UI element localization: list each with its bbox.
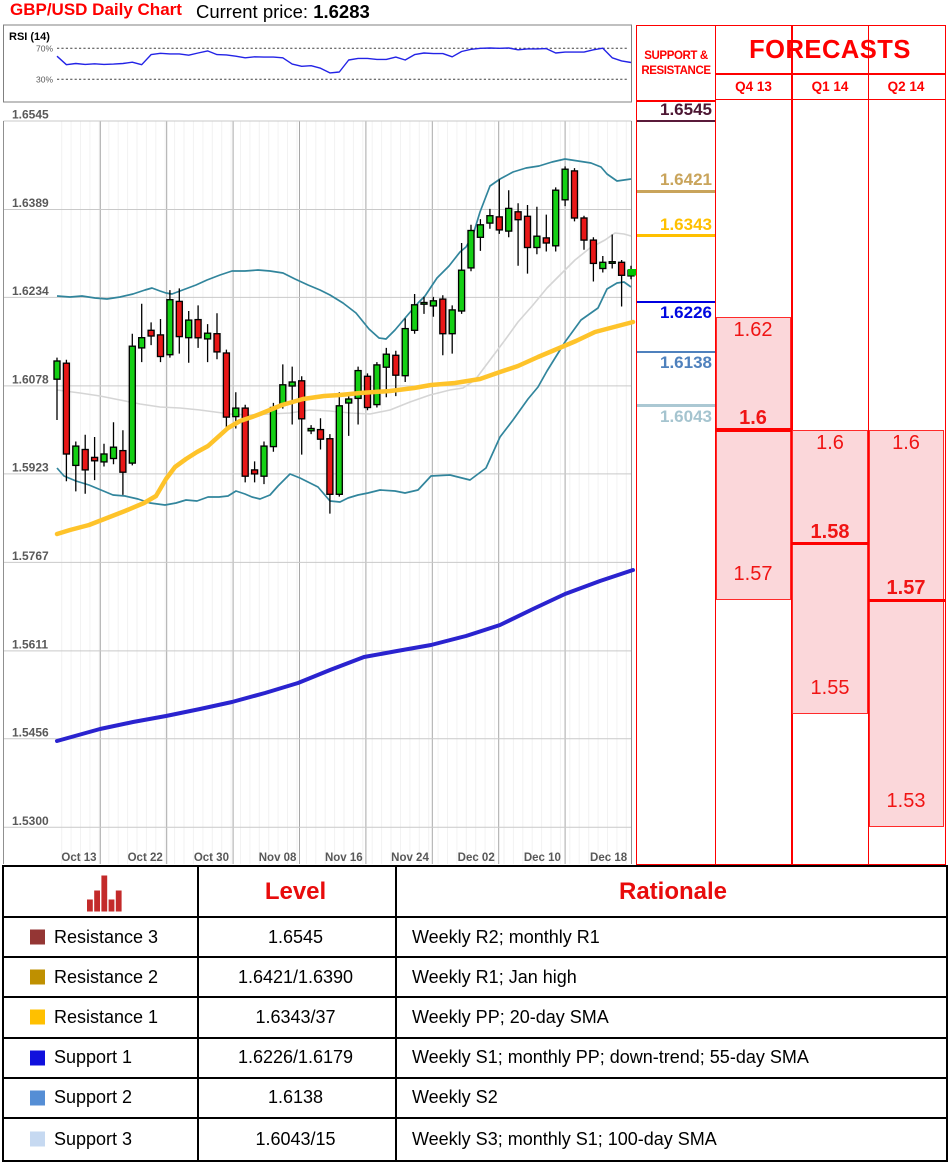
svg-text:1.6234: 1.6234 bbox=[12, 284, 49, 298]
svg-text:1.5767: 1.5767 bbox=[12, 549, 49, 563]
svg-text:Dec 18: Dec 18 bbox=[590, 852, 628, 864]
svg-text:1.6078: 1.6078 bbox=[12, 372, 49, 386]
svg-text:1.5300: 1.5300 bbox=[12, 814, 49, 828]
svg-text:30%: 30% bbox=[36, 75, 53, 85]
svg-text:Oct 13: Oct 13 bbox=[61, 852, 96, 864]
svg-text:Nov 08: Nov 08 bbox=[259, 852, 297, 864]
svg-text:RSI (14): RSI (14) bbox=[9, 31, 50, 43]
svg-text:1.6389: 1.6389 bbox=[12, 196, 49, 210]
svg-text:1.5923: 1.5923 bbox=[12, 460, 49, 474]
svg-text:Oct 22: Oct 22 bbox=[128, 852, 163, 864]
svg-text:70%: 70% bbox=[36, 44, 53, 54]
svg-text:Nov 24: Nov 24 bbox=[391, 852, 429, 864]
svg-text:Dec 02: Dec 02 bbox=[458, 852, 495, 864]
svg-text:Dec 10: Dec 10 bbox=[524, 852, 561, 864]
svg-text:Oct 30: Oct 30 bbox=[194, 852, 229, 864]
svg-text:Nov 16: Nov 16 bbox=[325, 852, 363, 864]
svg-text:1.6545: 1.6545 bbox=[12, 108, 49, 122]
svg-text:1.5456: 1.5456 bbox=[12, 725, 49, 739]
svg-text:1.5611: 1.5611 bbox=[12, 637, 48, 651]
